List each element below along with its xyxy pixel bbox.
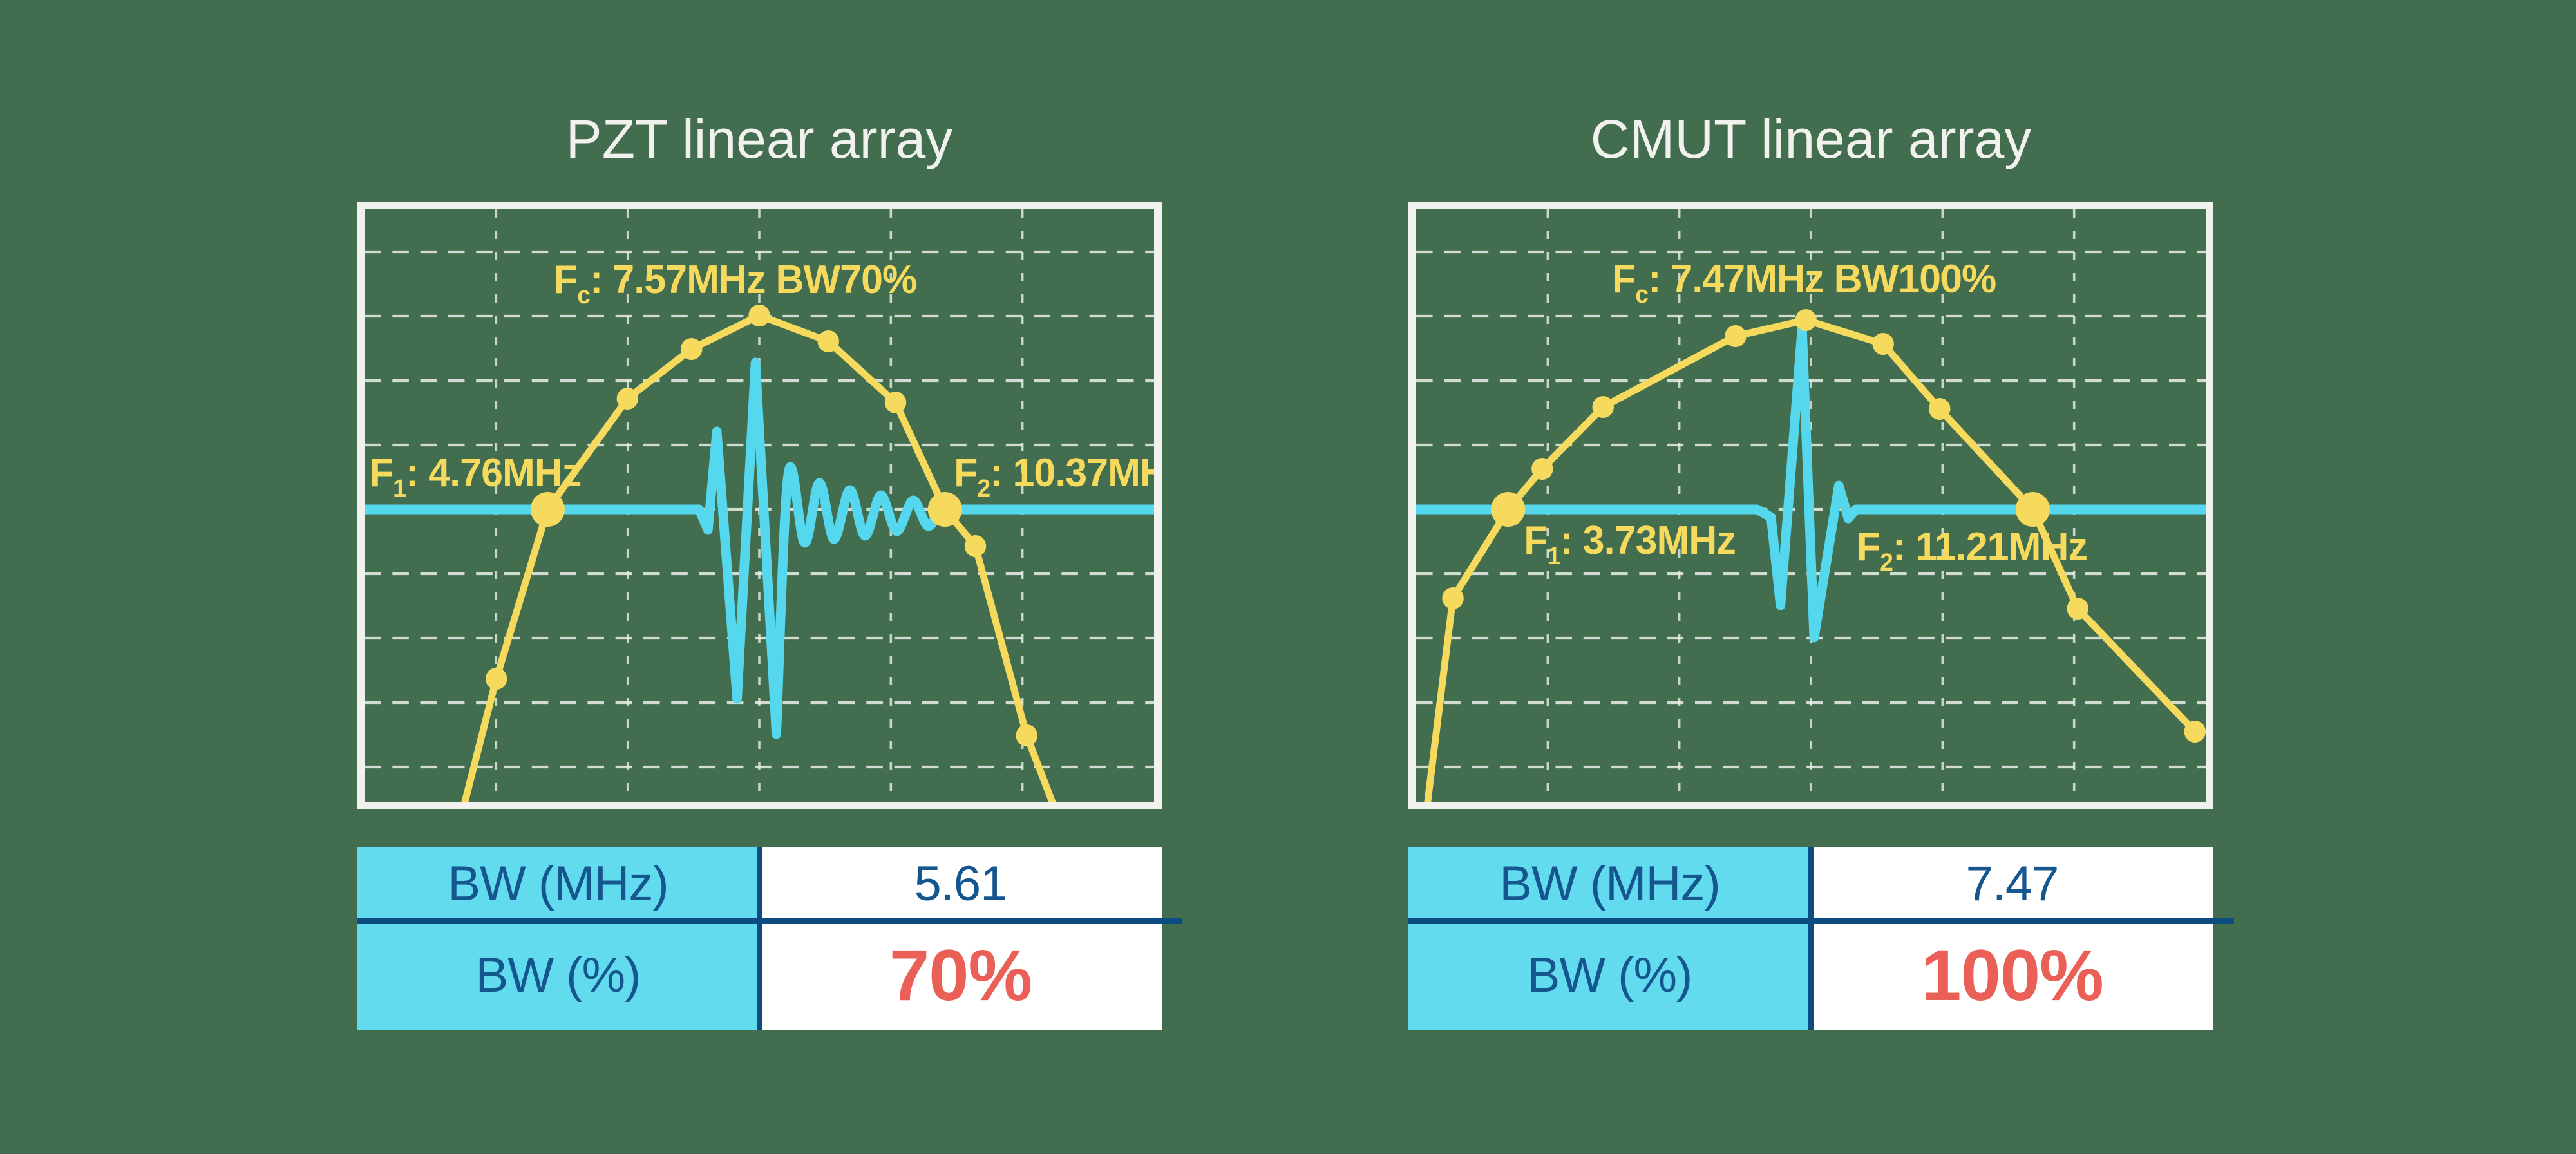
table-row-divider [357,918,1182,924]
bw-mhz-label: BW (MHz) [1408,847,1811,921]
spectrum-marker-dot [2015,492,2050,527]
spectrum-marker-dot [748,305,770,326]
spectrum-curve [1424,316,2199,802]
f2-annotation: F2: 10.37MHz [954,451,1154,502]
f2-annotation: F2: 11.21MHz [1857,525,2087,576]
bw-mhz-value: 5.61 [914,856,1008,911]
table-row-divider [1408,918,2234,924]
spectrum-marker-dot [485,668,507,690]
spectrum-marker-dot [616,388,639,410]
spectrum-markers [485,305,1037,746]
table-column-divider [757,847,762,1030]
spectrum-marker-dot [680,338,703,360]
bw-pct-value: 100% [1921,935,2103,1016]
spectrum-marker-dot [927,492,962,527]
spectrum-marker-dot [1872,333,1894,355]
spectrum-marker-dot [1491,492,1526,527]
spectrum-marker-dot [2067,598,2088,620]
spectrum-marker-dot [1592,396,1614,418]
bw-pct-value: 70% [889,935,1032,1016]
pulse-echo-waveform [365,357,1154,739]
bw-table: BW (MHz) 5.61 BW (%) 70% [357,847,1182,1030]
panel-cmut: CMUT linear array Fc: 7.47MHz BW100% F1:… [1408,0,2234,1154]
spectrum-marker-dot [2184,721,2206,743]
bw-mhz-label: BW (MHz) [357,847,759,921]
spectrum-marker-dot [530,492,565,527]
f1-annotation: F1: 3.73MHz [1524,518,1736,570]
panel-pzt: PZT linear array Fc: 7.57MHz BW70% F1: 4… [357,0,1182,1154]
spectrum-plot: Fc: 7.47MHz BW100% F1: 3.73MHz F2: 11.21… [1416,209,2206,802]
page-title: PZT linear array [565,109,953,169]
bw-table: BW (MHz) 7.47 BW (%) 100% [1408,847,2234,1030]
spectrum-marker-dot [817,330,839,352]
spectrum-marker-dot [1929,398,1951,420]
pulse-echo-waveform [1416,323,2206,643]
spectrum-marker-dot [884,392,907,413]
bw-pct-label: BW (%) [1408,921,1811,1030]
bw-mhz-value: 7.47 [1965,856,2060,911]
table-column-divider [1808,847,1814,1030]
spectrum-markers [1442,309,2206,743]
spectrum-chart: Fc: 7.47MHz BW100% F1: 3.73MHz F2: 11.21… [1408,202,2213,809]
fc-annotation: Fc: 7.57MHz BW70% [554,258,917,309]
spectrum-plot: Fc: 7.57MHz BW70% F1: 4.76MHz F2: 10.37M… [365,209,1154,802]
fc-annotation: Fc: 7.47MHz BW100% [1612,257,1996,308]
spectrum-marker-dot [1531,458,1553,480]
spectrum-marker-dot [964,535,987,557]
spectrum-marker-dot [1016,724,1037,746]
spectrum-marker-dot [1725,325,1747,347]
bw-pct-label: BW (%) [357,921,759,1030]
spectrum-curve [461,312,1056,802]
spectrum-marker-dot [1442,587,1464,609]
spectrum-marker-dot [1795,309,1817,331]
f1-annotation: F1: 4.76MHz [370,451,582,502]
page-title: CMUT linear array [1590,109,2032,169]
spectrum-chart: Fc: 7.57MHz BW70% F1: 4.76MHz F2: 10.37M… [357,202,1162,809]
